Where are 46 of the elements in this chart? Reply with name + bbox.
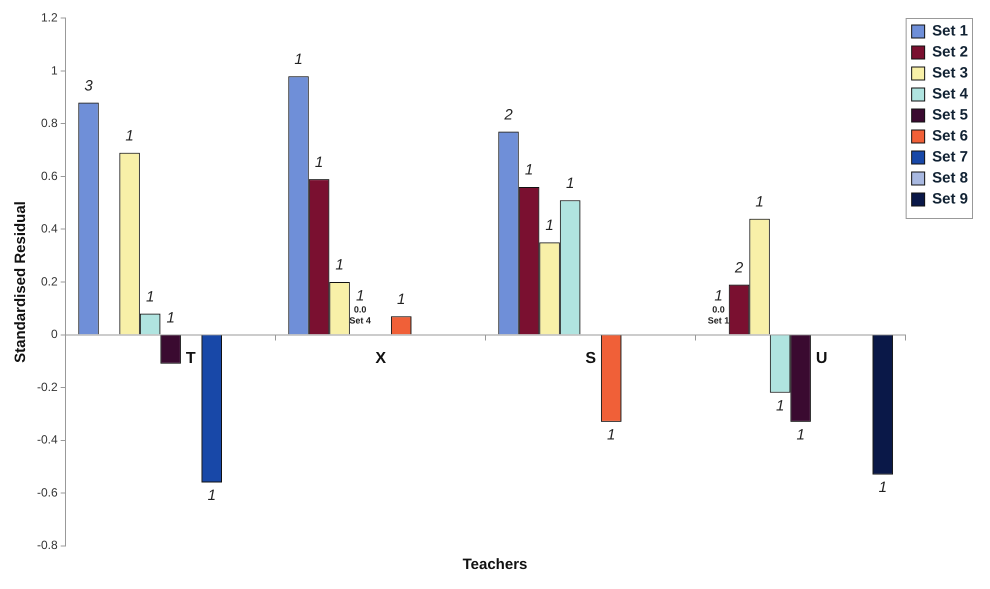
- y-axis-title: Standardised Residual: [12, 201, 30, 363]
- legend-label: Set 5: [932, 106, 968, 124]
- annotation: 1: [335, 256, 344, 274]
- x-tick-label: T: [186, 350, 196, 368]
- x-tick-label: X: [375, 350, 386, 368]
- x-axis-title: Teachers: [462, 556, 528, 573]
- y-tick-label: 1.2: [40, 10, 58, 25]
- legend-label: Set 7: [932, 148, 968, 166]
- annotation: 2: [734, 259, 744, 276]
- annotation: 1: [314, 154, 324, 171]
- annotation: 1: [294, 50, 303, 68]
- legend-label: Set 4: [932, 86, 969, 103]
- y-tick-label: 0: [50, 327, 58, 342]
- legend-label: Set 8: [932, 170, 968, 187]
- legend-label: Set 9: [932, 190, 968, 208]
- x-tick-label: S: [585, 350, 596, 368]
- legend-label: Set 3: [932, 64, 968, 82]
- annotation: 1: [776, 397, 784, 414]
- y-tick-label: -0.2: [36, 380, 58, 394]
- y-tick-label: 1: [50, 63, 58, 78]
- annotation: 1: [545, 217, 554, 234]
- annotation: 1: [796, 426, 805, 444]
- legend-label: Set 2: [932, 44, 968, 61]
- annotation: 1: [146, 288, 154, 306]
- y-tick-label: -0.8: [36, 538, 58, 552]
- y-tick-label: -0.6: [36, 485, 58, 500]
- annotation: 3: [84, 77, 94, 94]
- legend-label: Set 6: [932, 128, 968, 145]
- y-tick-label: 0.2: [40, 274, 58, 288]
- annotation: 1: [524, 162, 534, 179]
- annotation: 1: [397, 290, 406, 308]
- annotation: 1: [755, 193, 764, 210]
- annotation: 1: [607, 426, 616, 444]
- y-tick-label: -0.4: [36, 432, 58, 447]
- legend-label: Set 1: [932, 22, 968, 40]
- y-tick-label: 0.4: [40, 222, 58, 236]
- annotation: 2: [503, 106, 514, 124]
- annotation: 1: [878, 479, 887, 496]
- y-tick-label: 0.8: [40, 116, 58, 130]
- annotation: 1: [125, 127, 134, 144]
- annotation: 1 0.0 Set 1: [708, 287, 730, 326]
- annotation: 1: [166, 309, 175, 326]
- annotation: 1: [208, 487, 216, 504]
- annotation: 1: [566, 174, 574, 192]
- x-tick-label: U: [816, 350, 828, 368]
- y-tick-label: 0.6: [40, 168, 58, 183]
